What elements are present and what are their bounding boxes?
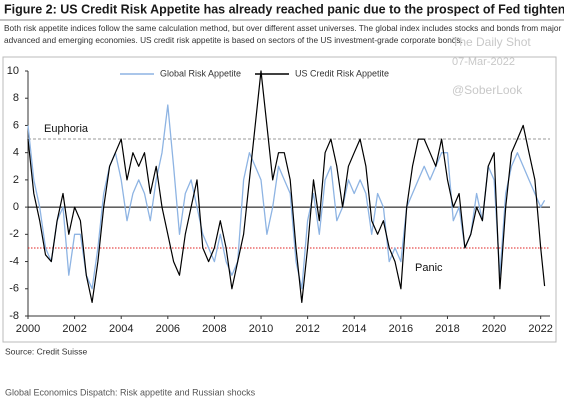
x-tick-label: 2018 (435, 323, 459, 335)
y-tick-label: -8 (9, 310, 19, 322)
y-tick-label: -4 (9, 255, 19, 267)
watermark: @SoberLook (452, 83, 523, 97)
x-tick-label: 2012 (295, 323, 319, 335)
x-tick-label: 2020 (482, 323, 506, 335)
y-tick-label: -6 (9, 283, 19, 295)
y-tick-label: -2 (9, 228, 19, 240)
y-tick-label: 8 (13, 92, 19, 104)
footer: Global Economics Dispatch: Risk appetite… (5, 387, 256, 397)
x-tick-label: 2010 (249, 323, 273, 335)
y-tick-label: 4 (13, 147, 19, 159)
subtitle: Both risk appetite indices follow the sa… (4, 23, 562, 33)
x-tick-label: 2022 (528, 323, 552, 335)
reference-label: Panic (415, 262, 443, 274)
x-tick-label: 2004 (109, 323, 133, 335)
legend-label: Global Risk Appetite (160, 68, 241, 78)
x-tick-label: 2002 (62, 323, 86, 335)
y-tick-label: 10 (7, 65, 19, 77)
source: Source: Credit Suisse (5, 346, 87, 356)
subtitle: advanced and emerging economies. US cred… (4, 35, 463, 45)
watermark: The Daily Shot (452, 35, 531, 49)
series-line (27, 70, 546, 303)
reference-label: Euphoria (44, 123, 89, 135)
x-tick-label: 2016 (389, 323, 413, 335)
y-tick-label: 2 (13, 174, 19, 186)
x-tick-label: 2008 (202, 323, 226, 335)
chart-title: Figure 2: US Credit Risk Appetite has al… (4, 2, 564, 16)
legend-label: US Credit Risk Appetite (295, 68, 389, 78)
x-tick-label: 2006 (156, 323, 180, 335)
y-tick-label: 0 (13, 201, 19, 213)
x-tick-label: 2014 (342, 323, 366, 335)
watermark: 07-Mar-2022 (452, 56, 515, 68)
x-tick-label: 2000 (16, 323, 40, 335)
y-tick-label: 6 (13, 119, 19, 131)
chart-frame (2, 56, 557, 343)
